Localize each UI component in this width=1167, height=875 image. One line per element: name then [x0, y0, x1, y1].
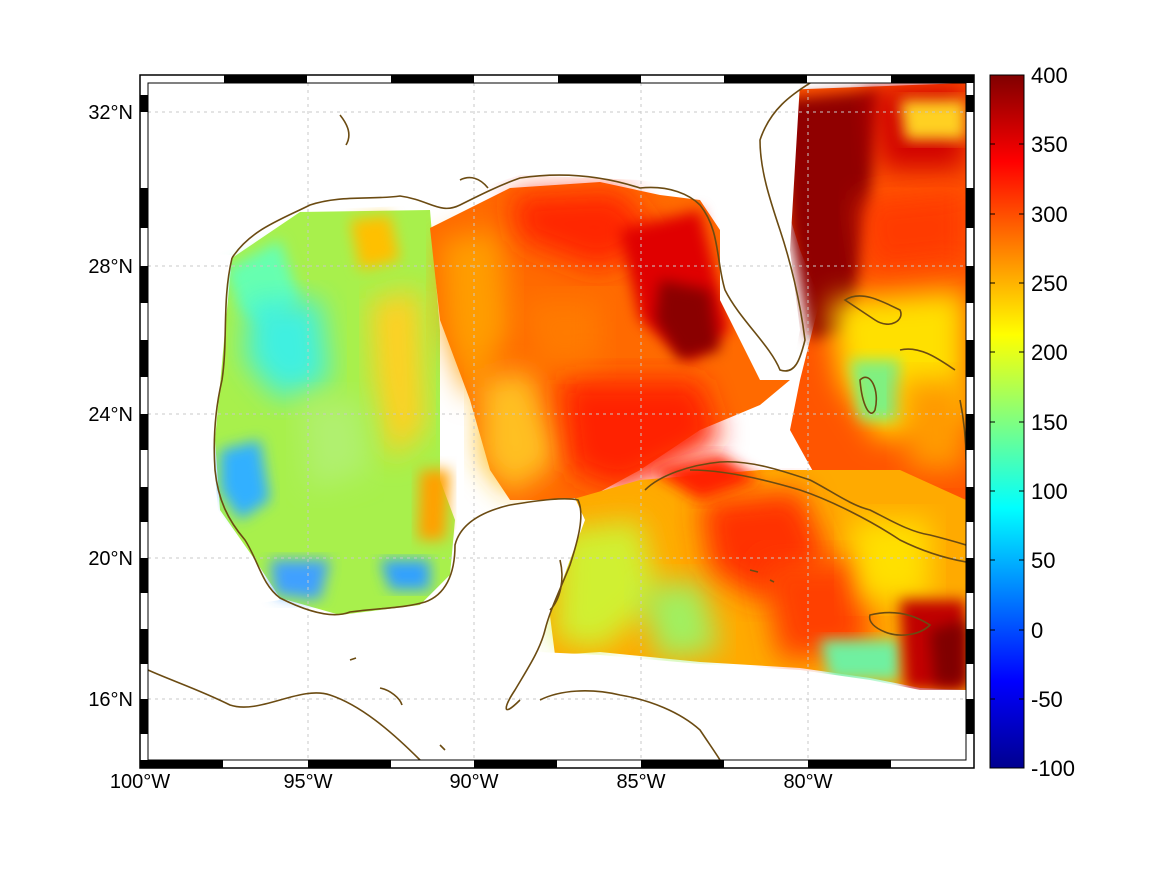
colorbar-label-0: 0	[1031, 618, 1043, 643]
land-us-coast	[148, 83, 800, 250]
land-florida	[720, 83, 800, 380]
lat-label-28n: 28°N	[88, 256, 133, 278]
colorbar: 400 350 300 250 200 150 100 50 0 -50 -10…	[989, 63, 1075, 781]
colorbar-label-neg50: -50	[1031, 687, 1063, 712]
map-frame	[139, 74, 975, 769]
lat-label-20n: 20°N	[88, 548, 133, 570]
lon-label-95w: 95°W	[283, 771, 332, 793]
land-yucatan	[148, 498, 585, 760]
colorbar-bar	[989, 74, 1025, 769]
land-mexico-west	[148, 250, 280, 620]
colorbar-label-neg100: -100	[1031, 756, 1075, 781]
colorbar-label-300: 300	[1031, 202, 1068, 227]
graticule	[148, 83, 966, 760]
colorbar-label-50: 50	[1031, 548, 1055, 573]
lon-label-85w: 85°W	[616, 771, 665, 793]
colorbar-label-400: 400	[1031, 63, 1068, 88]
land-southern-mask	[540, 652, 966, 760]
lon-label-80w: 80°W	[783, 771, 832, 793]
data-field	[148, 83, 966, 760]
lat-label-32n: 32°N	[88, 102, 133, 124]
coastlines	[148, 83, 966, 760]
colorbar-label-250: 250	[1031, 271, 1068, 296]
longitude-labels: 100°W 95°W 90°W 85°W 80°W	[110, 771, 833, 793]
colorbar-label-150: 150	[1031, 410, 1068, 435]
lon-label-100w: 100°W	[110, 771, 170, 793]
lat-label-16n: 16°N	[88, 689, 133, 711]
colorbar-label-100: 100	[1031, 479, 1068, 504]
colorbar-label-350: 350	[1031, 132, 1068, 157]
lat-label-24n: 24°N	[88, 404, 133, 426]
colorbar-label-200: 200	[1031, 340, 1068, 365]
latitude-labels: 32°N 28°N 24°N 20°N 16°N	[88, 102, 133, 711]
lon-label-90w: 90°W	[449, 771, 498, 793]
